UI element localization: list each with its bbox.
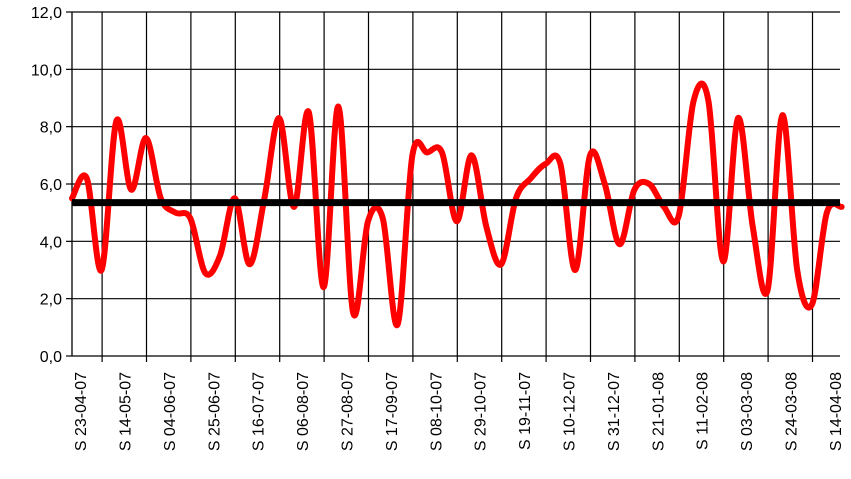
axes (66, 11, 840, 362)
x-tick-label: S 21-01-08 (650, 372, 667, 451)
x-tick-label: S 10-12-07 (562, 372, 579, 451)
x-tick-label: S 14-05-07 (118, 372, 135, 451)
y-tick-label: 8,0 (40, 120, 62, 137)
x-tick-label: S 04-06-07 (162, 372, 179, 451)
x-tick-label: S 19-11-07 (517, 372, 534, 450)
x-tick-label: S 11-02-08 (695, 372, 712, 450)
y-tick-label: 2,0 (40, 292, 62, 309)
x-tick-label: S 08-10-07 (428, 372, 445, 451)
y-tick-label: 6,0 (40, 177, 62, 194)
x-tick-label: S 29-10-07 (473, 372, 490, 451)
y-tick-label: 4,0 (40, 234, 62, 251)
x-tick-label: S 31-12-07 (606, 372, 623, 451)
x-tick-label: S 27-08-07 (340, 372, 357, 451)
y-axis-tick-labels: 0,0 2,0 4,0 6,0 8,0 10,0 12,0 (31, 5, 62, 366)
x-tick-label: S 16-07-07 (251, 372, 268, 451)
x-tick-label: S 24-03-08 (784, 372, 801, 451)
x-tick-label: S 25-06-07 (206, 372, 223, 451)
x-tick-label: S 14-04-08 (828, 372, 845, 451)
y-tick-label: 0,0 (40, 349, 62, 366)
x-tick-label: S 23-04-07 (73, 372, 90, 451)
series-line (69, 80, 845, 328)
y-tick-label: 12,0 (31, 5, 62, 22)
x-tick-label: S 17-09-07 (384, 372, 401, 451)
x-axis-tick-labels: S 23-04-07 S 14-05-07 S 04-06-07 S 25-06-07… (73, 372, 845, 451)
y-tick-label: 10,0 (31, 62, 62, 79)
x-tick-label: S 06-08-07 (295, 372, 312, 451)
series (69, 80, 845, 328)
x-tick-label: S 03-03-08 (739, 372, 756, 451)
